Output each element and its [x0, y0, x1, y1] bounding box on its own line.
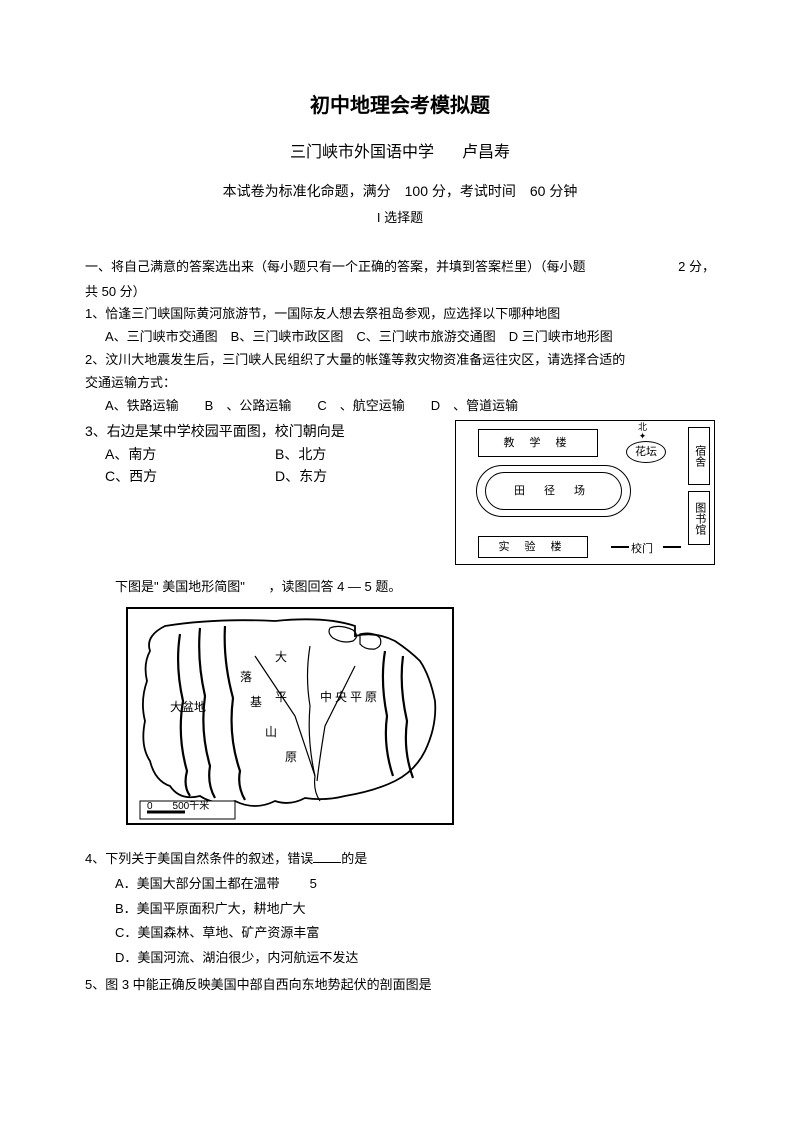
flower-bed: 花坛 — [626, 441, 666, 463]
gate-bar-right-icon — [663, 546, 681, 548]
usa-map-intro: 下图是" 美国地形简图" ，读图回答 4 — 5 题。 — [115, 577, 715, 598]
q4-stem-a: 4、下列关于美国自然条件的叙述，错误 — [85, 851, 313, 866]
intro-text-1: 一、将自己满意的答案选出来（每小题只有一个正确的答案，并填到答案栏里）（每小题 — [85, 259, 586, 274]
school-name: 三门峡市外国语中学 — [290, 144, 434, 161]
q1-stem: 1、恰逢三门峡国际黄河旅游节，一国际友人想去祭祖岛参观，应选择以下哪种地图 — [85, 304, 715, 325]
teaching-building: 教 学 楼 — [478, 429, 598, 457]
q4-block: 4、下列关于美国自然条件的叙述，错误 的是 A．美国大部分国土都在温带 5 B．美国… — [85, 849, 715, 969]
scale-label: 0 500千米 — [147, 799, 209, 812]
blank-underline-icon — [313, 862, 341, 863]
usa-intro-1: 下图是" 美国地形简图" — [115, 579, 245, 594]
q3-block: 3、右边是某中学校园平面图，校门朝向是 A、南方B、北方 C、西方D、东方 — [85, 420, 443, 565]
track-label: 田 径 场 — [485, 472, 622, 510]
gate-label: 校门 — [631, 541, 653, 559]
q3-opt-a: A、南方 — [105, 443, 275, 465]
label-yuan: 原 — [285, 750, 297, 764]
gate-area: 校门 — [611, 536, 681, 558]
q3-opt-d: D、东方 — [275, 468, 327, 484]
school-diagram: 教 学 楼 北✦ 花坛 宿舍 田 径 场 图书馆 实 验 楼 校门 — [455, 420, 715, 565]
label-ping: 平 — [275, 690, 287, 704]
q4-stem-b: 的是 — [341, 851, 367, 866]
north-icon: 北✦ — [638, 423, 647, 441]
q4-opt-d: D．美国河流、湖泊很少，内河航运不发达 — [85, 948, 715, 969]
subtitle: 三门峡市外国语中学 卢昌寿 — [85, 140, 715, 166]
q3-opt-b: B、北方 — [275, 446, 326, 462]
label-da: 大 — [275, 650, 287, 664]
exam-info: 本试卷为标准化命题，满分 100 分，考试时间 60 分钟 — [85, 180, 715, 202]
label-dapenci: 大盆地 — [170, 700, 206, 714]
q4-opt-b: B．美国平原面积广大，耕地广大 — [85, 899, 715, 920]
q3-opt-c: C、西方 — [105, 465, 275, 487]
library: 图书馆 — [688, 491, 710, 545]
label-ji: 基 — [250, 695, 262, 709]
q4-opt-a: A．美国大部分国土都在温带 — [115, 876, 280, 891]
q4-opt-a-extra: 5 — [310, 876, 317, 891]
q2-stem-2: 交通运输方式： — [85, 373, 715, 394]
label-shan: 山 — [265, 725, 277, 739]
track-field: 田 径 场 — [476, 465, 631, 517]
label-zhongyang: 中 央 平 原 — [320, 689, 377, 704]
usa-map-diagram: 大盆地 大 落 基 平 山 原 中 央 平 原 0 500千米 — [125, 606, 455, 826]
q5-stem: 5、图 3 中能正确反映美国中部自西向东地势起伏的剖面图是 — [85, 975, 715, 996]
q4-opt-c: C．美国森林、草地、矿产资源丰富 — [85, 923, 715, 944]
author-name: 卢昌寿 — [462, 144, 510, 161]
label-luoji: 落 — [240, 670, 252, 684]
gate-bar-left-icon — [611, 546, 629, 548]
q1-options: A、三门峡市交通图 B、三门峡市政区图 C、三门峡市旅游交通图 D 三门峡市地形… — [85, 327, 715, 348]
q2-options: A、铁路运输 B 、公路运输 C 、航空运输 D 、管道运输 — [85, 396, 715, 417]
q3-stem: 3、右边是某中学校园平面图，校门朝向是 — [85, 420, 443, 442]
page-title: 初中地理会考模拟题 — [85, 90, 715, 122]
intro-score: 2 分， — [678, 257, 715, 278]
q5-block: 5、图 3 中能正确反映美国中部自西向东地势起伏的剖面图是 — [85, 975, 715, 996]
section-intro: 一、将自己满意的答案选出来（每小题只有一个正确的答案，并填到答案栏里）（每小题 … — [85, 257, 715, 278]
usa-intro-2: ，读图回答 4 — 5 题。 — [268, 579, 401, 594]
intro-text-2: 共 50 分） — [85, 282, 715, 303]
north-label: 北 — [638, 422, 647, 432]
section-label: I 选择题 — [85, 208, 715, 229]
q2-stem-1: 2、汶川大地震发生后，三门峡人民组织了大量的帐篷等救灾物资准备运往灾区，请选择合… — [85, 350, 715, 371]
lab-building: 实 验 楼 — [478, 536, 588, 558]
dormitory: 宿舍 — [688, 427, 710, 485]
